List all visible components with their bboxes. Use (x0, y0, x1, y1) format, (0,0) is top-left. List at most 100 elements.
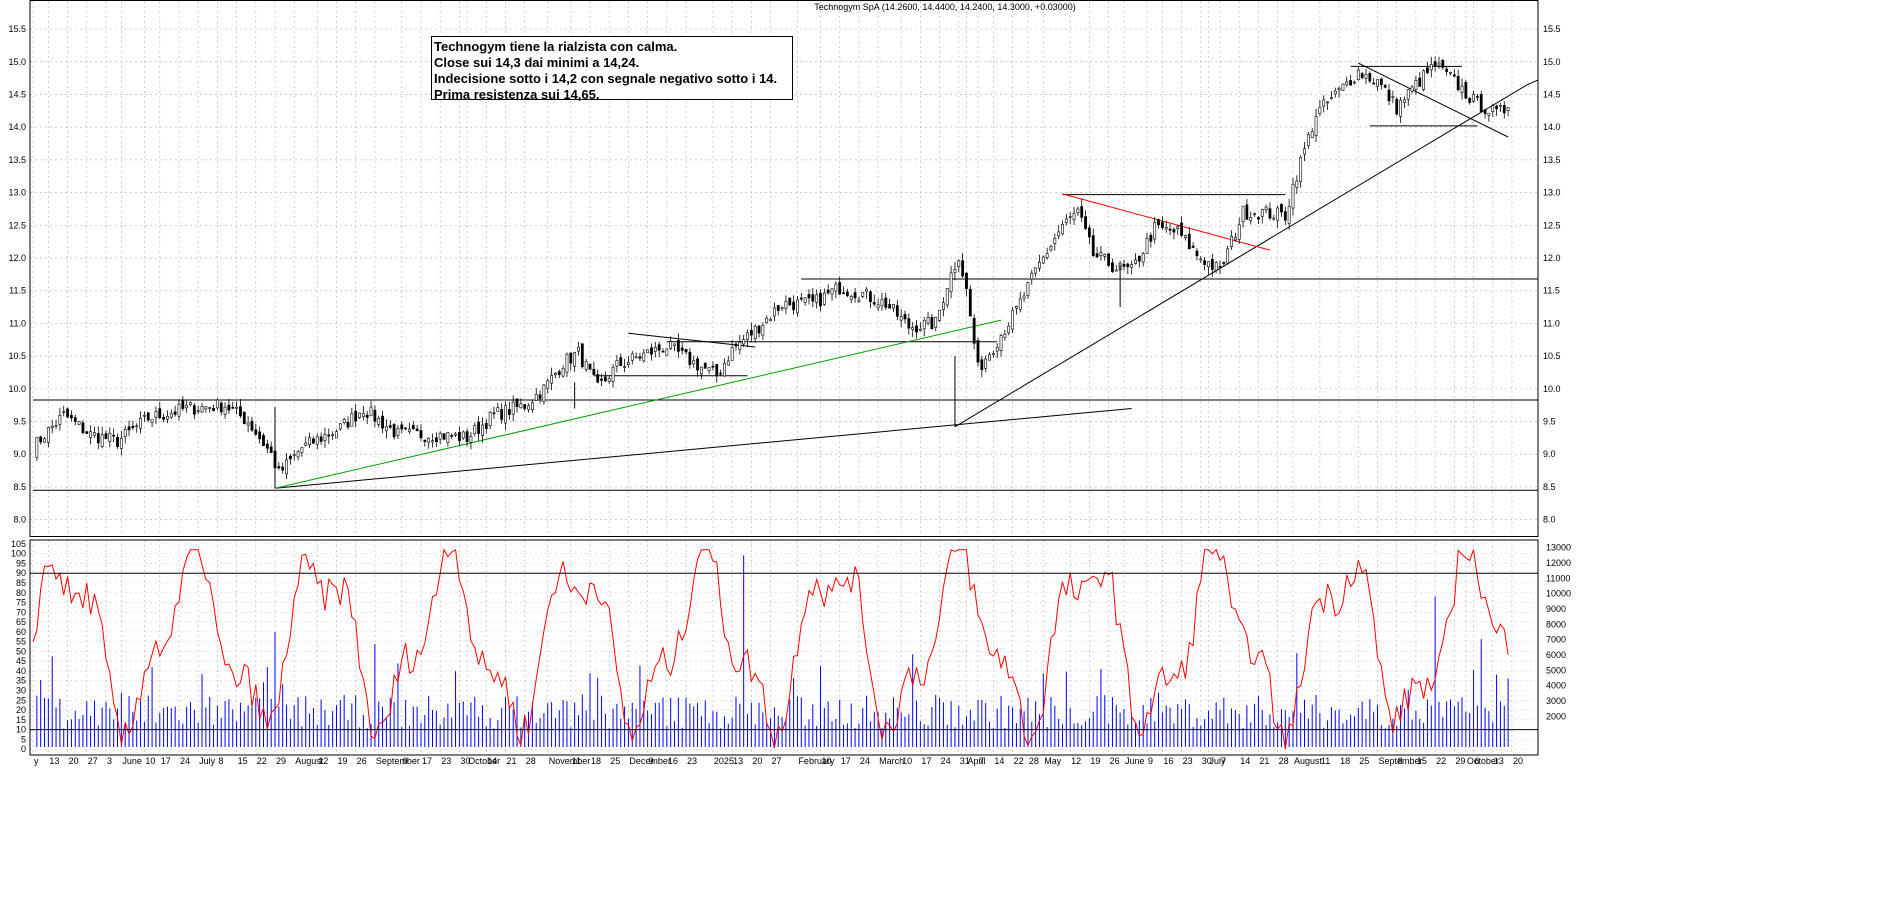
date-tick-label: 9 (649, 756, 654, 766)
osc-tick-label: 55 (16, 637, 26, 647)
date-tick-label: 28 (1279, 756, 1289, 766)
candle-body (588, 363, 592, 370)
candle-body (1218, 265, 1222, 268)
candle-body (991, 353, 995, 356)
candle-body (849, 296, 853, 300)
candle-body (461, 431, 465, 439)
candle-body (519, 403, 523, 409)
volume-tick-label: 5000 (1546, 665, 1566, 675)
date-tick-label: 7 (1221, 756, 1226, 766)
candle-body (1122, 263, 1126, 267)
candle-body (1195, 250, 1199, 256)
date-tick-label: 11 (1321, 756, 1330, 766)
candle-body (1172, 229, 1176, 233)
candle-body (550, 374, 553, 384)
candle-body (546, 380, 550, 389)
candle-body (942, 302, 945, 310)
candle-body (131, 425, 135, 428)
osc-tick-label: 60 (16, 627, 26, 637)
date-tick-label: March (879, 756, 904, 766)
candle-body (1326, 101, 1329, 104)
candle-body (1441, 59, 1445, 68)
candle-body (1464, 82, 1468, 99)
oscillator-series (32, 548, 1509, 750)
price-tick-right: 11.5 (1543, 286, 1560, 296)
price-tick-right: 9.5 (1543, 417, 1556, 427)
candle-body (1468, 98, 1472, 103)
candle-body (903, 314, 907, 320)
candle-body (285, 459, 288, 475)
candle-body (1253, 213, 1256, 216)
price-tick-right: 8.5 (1543, 482, 1556, 492)
price-tick-left: 14.0 (8, 122, 26, 132)
candle-body (377, 417, 381, 425)
date-tick-label: 23 (687, 756, 697, 766)
candle-body (35, 436, 39, 458)
long-trend-line (274, 407, 1132, 489)
price-tick-left: 15.0 (8, 57, 26, 67)
date-tick-label: July (1209, 756, 1226, 766)
candle-body (1233, 237, 1237, 241)
candle-body (915, 325, 918, 333)
candle-body (730, 346, 734, 361)
candle-body (838, 282, 842, 295)
candle-body (1391, 96, 1395, 98)
candle-body (1322, 99, 1326, 107)
candle-body (346, 421, 350, 428)
volume-tick-label: 13000 (1546, 543, 1571, 553)
candle-body (965, 272, 968, 289)
candle-body (1418, 77, 1422, 87)
date-tick-label: 8 (1398, 756, 1403, 766)
candle-body (780, 307, 784, 309)
candle-body (1330, 97, 1333, 99)
note-line-1: Technogym tiene la rialzista con calma. (434, 39, 678, 54)
candle-body (77, 421, 81, 425)
osc-tick-label: 100 (11, 549, 26, 559)
candle-body (96, 433, 100, 444)
oscillator-panel-frame (29, 539, 1539, 756)
candle-body (1460, 85, 1464, 93)
candle-body (1299, 157, 1303, 182)
candle-body (738, 341, 742, 350)
date-tick-label: 15 (1417, 756, 1427, 766)
candle-body (46, 427, 50, 443)
candle-body (922, 320, 926, 330)
candle-body (811, 294, 815, 302)
osc-tick-label: 65 (16, 617, 26, 627)
candle-body (603, 376, 607, 382)
price-tick-right: 12.0 (1543, 253, 1561, 263)
price-tick-right: 9.0 (1543, 449, 1556, 459)
candle-body (1422, 70, 1425, 90)
candle-body (250, 420, 254, 431)
candle-body (1387, 89, 1391, 102)
candle-body (1333, 90, 1337, 95)
candle-body (1495, 105, 1498, 110)
candle-body (473, 425, 477, 434)
volume-tick-label: 8000 (1546, 619, 1566, 629)
candle-body (580, 343, 584, 368)
candle-body (669, 341, 673, 349)
date-tick-label: 29 (276, 756, 286, 766)
candle-body (953, 268, 957, 273)
date-tick-label: September (1379, 756, 1423, 766)
candle-body (66, 408, 69, 418)
candle-body (112, 434, 116, 437)
candle-body (385, 426, 388, 432)
price-tick-right: 13.5 (1543, 155, 1561, 165)
candle-body (427, 437, 431, 443)
candle-body (1349, 80, 1353, 86)
candle-body (1003, 333, 1007, 338)
candle-body (819, 292, 822, 307)
candle-body (150, 419, 154, 423)
candle-body (1068, 216, 1072, 218)
price-tick-left: 14.5 (8, 89, 26, 99)
candle-body (254, 429, 258, 435)
candle-body (381, 415, 384, 429)
candle-body (653, 346, 657, 352)
date-tick-label: 20 (69, 756, 79, 766)
candle-body (1410, 86, 1414, 92)
price-tick-left: 9.0 (13, 449, 26, 459)
candle-body (308, 437, 311, 445)
flag-top-line (1358, 62, 1509, 138)
candle-body (792, 301, 796, 311)
